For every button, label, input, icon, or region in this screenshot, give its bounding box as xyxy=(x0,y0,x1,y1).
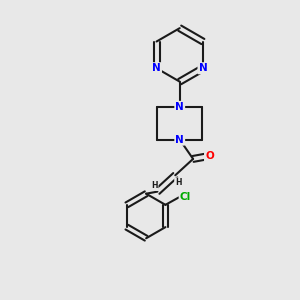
Text: Cl: Cl xyxy=(180,192,191,203)
Text: N: N xyxy=(199,63,207,73)
Text: N: N xyxy=(175,102,184,112)
Text: H: H xyxy=(151,181,158,190)
Text: N: N xyxy=(175,135,184,145)
Text: N: N xyxy=(152,63,161,73)
Text: O: O xyxy=(205,151,214,161)
Text: H: H xyxy=(175,178,181,187)
